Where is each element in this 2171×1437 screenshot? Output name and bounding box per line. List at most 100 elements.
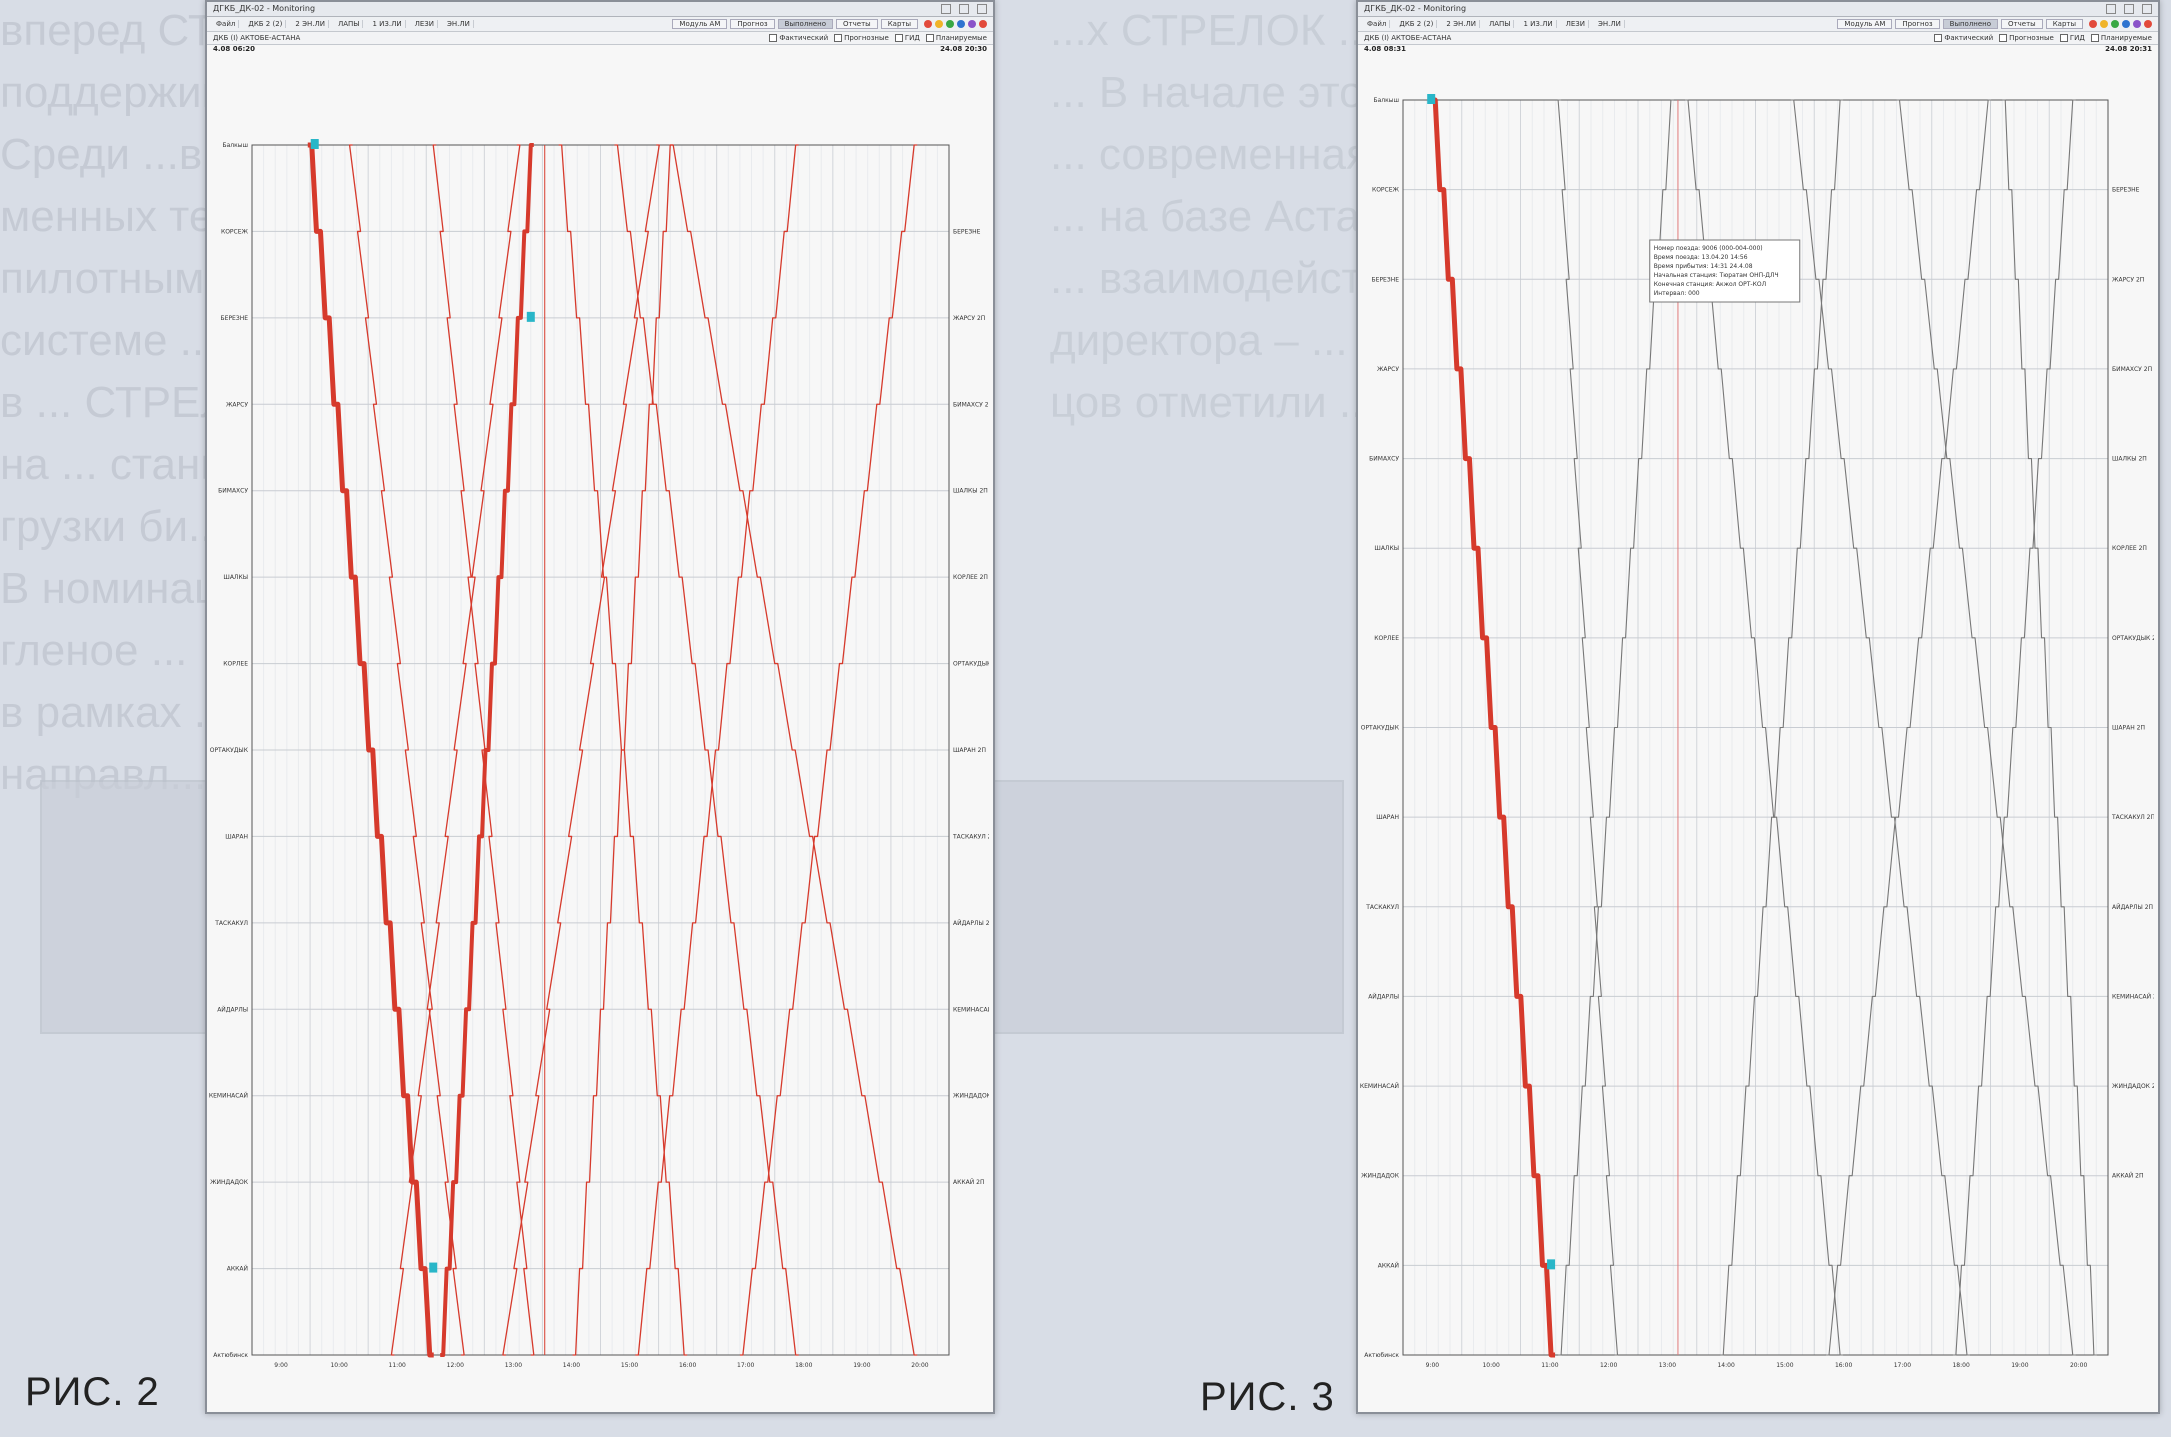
checkbox-icon[interactable] [1934,34,1943,42]
train-thread[interactable] [390,144,521,1356]
train-thread-main[interactable] [1431,97,1556,1358]
tab-3[interactable]: Отчеты [2001,19,2043,29]
toolbar-item[interactable]: 2 ЭН.ЛИ [1443,20,1480,28]
filter-checkbox[interactable]: Фактический [769,34,828,42]
toolbar-icon[interactable] [2144,20,2152,28]
train-tooltip [1649,239,1801,303]
train-marker-icon[interactable] [310,139,319,149]
tab-3[interactable]: Отчеты [836,19,878,29]
toolbar-item[interactable]: Файл [1364,20,1391,28]
train-thread-main[interactable] [307,142,434,1358]
train-thread[interactable] [739,144,918,1356]
train-graph-fig2[interactable]: Балкыш КОРСЕЖ БЕРЕЗНЕ БЕРЕЗНЕ ЖАРСУ 2П ЖАРСУ Б… [207,55,989,1407]
toolbar-item[interactable]: ЛЕЗИ [412,20,439,28]
station-label: БИМАХСУ [1369,456,1399,463]
checkbox-icon[interactable] [1999,34,2008,42]
station-label: БИМАХСУ [218,488,248,495]
train-thread[interactable] [432,144,535,1356]
toolbar-icon[interactable] [2089,20,2097,28]
checkbox-icon[interactable] [925,34,934,42]
close-button[interactable] [2142,4,2152,14]
train-thread[interactable] [2002,99,2097,1356]
checkbox-icon[interactable] [894,34,903,42]
train-thread[interactable] [440,143,534,1357]
checkbox-icon[interactable] [769,34,778,42]
filter-checkbox[interactable]: ГИД [2059,34,2085,42]
toolbar-item[interactable]: Файл [213,20,240,28]
dispatch-window-fig3: ДГКБ_ДК-02 - Monitoring Файл ДКБ 2 (2) 2 Э… [1356,0,2160,1414]
checkbox-icon[interactable] [2059,34,2068,42]
station-label-right: БИМАХСУ 2П [2112,366,2152,373]
minimize-button[interactable] [941,4,951,14]
tooltip-line: Конечная станция: Акжол ОРТ-КОЛ [1654,281,1766,288]
toolbar-item[interactable]: ЛАПЫ [335,20,364,28]
train-thread[interactable] [1790,99,1970,1356]
tab-2[interactable]: Выполнено [1942,19,1999,29]
train-marker-icon[interactable] [1427,94,1436,104]
station-label: Балкыш [1374,97,1399,104]
toolbar-item[interactable]: ЛЕЗИ [1563,20,1590,28]
toolbar-item[interactable]: ДКБ 2 (2) [245,20,287,28]
toolbar-icon[interactable] [946,20,954,28]
train-thread[interactable] [1896,99,2076,1356]
maximize-button[interactable] [959,4,969,14]
train-marker-icon[interactable] [429,1262,438,1273]
close-button[interactable] [977,4,987,14]
route-bar: ДКБ (I) АКТОБЕ-АСТАНА Фактический Прогноз… [1358,32,2158,45]
train-marker-icon[interactable] [1547,1259,1556,1270]
toolbar-icon[interactable] [979,20,987,28]
train-thread[interactable] [614,144,799,1356]
toolbar-icon[interactable] [924,20,932,28]
tab-0[interactable]: Модуль АМ [1837,19,1893,29]
toolbar-item[interactable]: ЭН.ЛИ [444,20,474,28]
train-thread[interactable] [670,144,918,1356]
toolbar-icon[interactable] [968,20,976,28]
filter-checkbox[interactable]: Прогнозные [1999,34,2054,42]
station-label: ЖИНДАДОК [210,1179,249,1186]
station-label-right: БЕРЕЗНЕ [2112,187,2140,194]
toolbar-icon[interactable] [2133,20,2141,28]
checkbox-icon[interactable] [834,34,843,42]
train-thread[interactable] [1557,99,1619,1356]
toolbar-icon[interactable] [957,20,965,28]
checkbox-icon[interactable] [2090,34,2099,42]
tab-4[interactable]: Карты [880,19,918,29]
train-thread[interactable] [572,144,674,1356]
time-tick-label: 11:00 [389,1362,406,1369]
train-thread[interactable] [1720,99,1844,1356]
minimize-button[interactable] [2106,4,2116,14]
filter-checkbox[interactable]: Прогнозные [834,34,889,42]
toolbar-item[interactable]: 1 ИЗ.ЛИ [1520,20,1557,28]
dispatch-window-fig2: ДГКБ_ДК-02 - Monitoring Файл ДКБ 2 (2) 2 Э… [205,0,995,1414]
maximize-button[interactable] [2124,4,2134,14]
filter-checkbox[interactable]: Планируемые [925,34,987,42]
toolbar-icon[interactable] [2122,20,2130,28]
train-thread[interactable] [348,144,465,1356]
date-start: 4.08 08:31 [1364,45,1406,53]
toolbar-icon[interactable] [2111,20,2119,28]
train-thread[interactable] [1952,99,2076,1356]
date-end: 24.08 20:31 [2105,45,2152,53]
train-graph-fig3[interactable]: Балкыш КОРСЕЖ БЕРЕЗНЕ БЕРЕЗНЕ ЖАРСУ 2П ЖАРСУ Б… [1358,55,2154,1407]
filter-checkbox[interactable]: ГИД [894,34,920,42]
station-label-right: КОРЛЕЕ 2П [953,574,988,581]
toolbar-item[interactable]: ДКБ 2 (2) [1396,20,1438,28]
tab-0[interactable]: Модуль АМ [672,19,728,29]
toolbar-item[interactable]: ЛАПЫ [1486,20,1515,28]
toolbar-icon[interactable] [2100,20,2108,28]
tab-1[interactable]: Прогноз [1895,19,1940,29]
toolbar-item[interactable]: ЭН.ЛИ [1595,20,1625,28]
toolbar-item[interactable]: 1 ИЗ.ЛИ [369,20,406,28]
tab-4[interactable]: Карты [2045,19,2083,29]
toolbar-icon[interactable] [935,20,943,28]
filter-checkbox[interactable]: Фактический [1934,34,1993,42]
train-thread[interactable] [1826,99,1992,1356]
window-titlebar: ДГКБ_ДК-02 - Monitoring [1358,2,2158,17]
train-thread[interactable] [502,144,660,1356]
train-marker-icon[interactable] [526,311,535,322]
toolbar-item[interactable]: 2 ЭН.ЛИ [292,20,329,28]
filter-checkbox[interactable]: Планируемые [2090,34,2152,42]
tab-1[interactable]: Прогноз [730,19,775,29]
train-thread[interactable] [635,144,799,1356]
tab-2[interactable]: Выполнено [777,19,834,29]
